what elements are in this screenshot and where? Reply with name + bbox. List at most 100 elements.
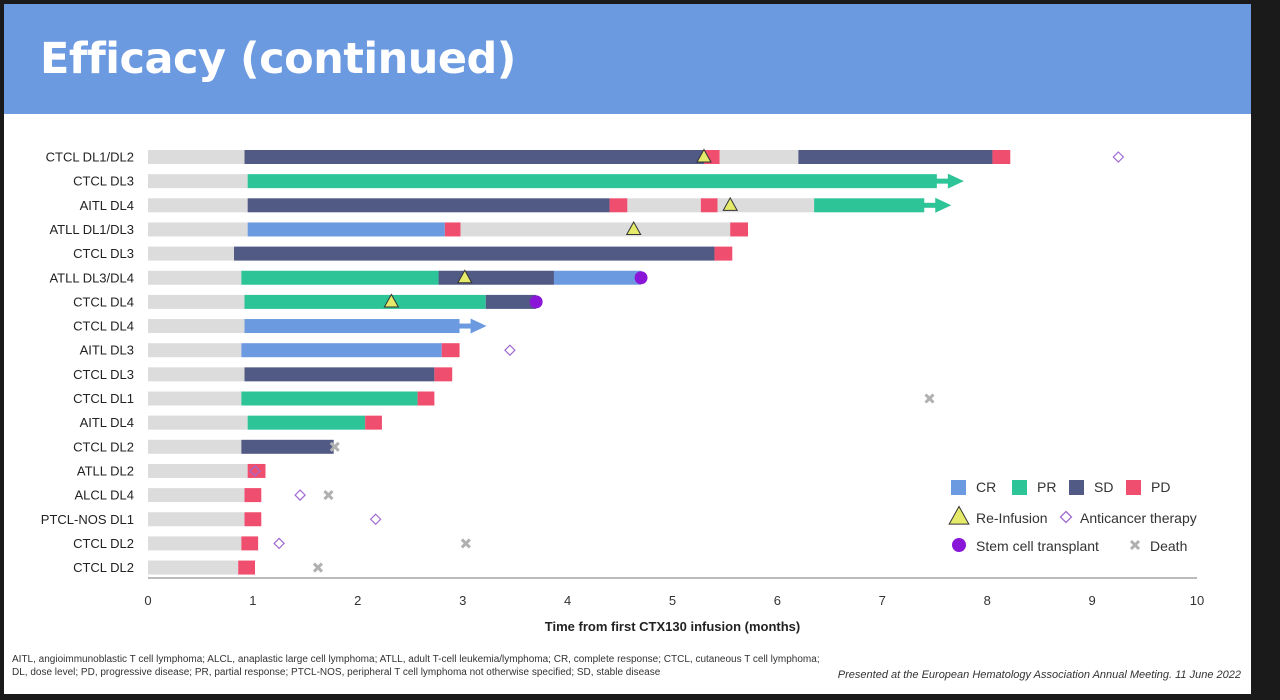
- x-tick-label: 8: [984, 593, 991, 608]
- patient-row: ATLL DL3/DL4: [49, 269, 648, 285]
- baseline-segment: [627, 198, 701, 213]
- slide: Efficacy (continued) CTCL DL1/DL2 CTCL DL…: [4, 4, 1251, 694]
- patient-label: ATLL DL3/DL4: [49, 270, 134, 285]
- patient-row: CTCL DL4: [73, 293, 543, 309]
- pd-segment: [444, 222, 461, 237]
- pd-segment: [700, 198, 718, 213]
- reinfusion-marker: [625, 220, 642, 235]
- pr-segment: [244, 294, 486, 309]
- x-tick-label: 6: [774, 593, 781, 608]
- death-marker: [1129, 539, 1141, 551]
- baseline-segment: [148, 512, 245, 527]
- reinfusion-legend-label: Re-Infusion: [976, 510, 1048, 526]
- pd-segment: [441, 343, 460, 358]
- pd-segment: [238, 560, 255, 575]
- patient-row: CTCL DL2: [73, 439, 340, 454]
- x-tick-label: 9: [1088, 593, 1095, 608]
- patient-row: ATLL DL1/DL3: [49, 220, 749, 237]
- patient-row: CTCL DL3: [73, 367, 453, 382]
- sd-legend-label: SD: [1094, 479, 1113, 495]
- pd-legend-swatch: [1126, 480, 1141, 495]
- reinfusion-marker: [722, 196, 739, 211]
- baseline-segment: [148, 391, 242, 406]
- reinfusion-legend-swatch: [948, 505, 970, 525]
- pd-segment: [714, 246, 733, 261]
- x-axis: 0 1 2 3 4 5 6 7 8 9 10: [144, 577, 1204, 608]
- x-tick-label: 0: [144, 593, 151, 608]
- patient-row: CTCL DL2: [73, 560, 323, 575]
- baseline-segment: [148, 150, 245, 164]
- patient-label: CTCL DL1/DL2: [46, 150, 134, 165]
- patient-label: PTCL-NOS DL1: [41, 512, 134, 527]
- anticancer-therapy-marker: [294, 489, 306, 501]
- patient-row: AITL DL4: [80, 196, 952, 213]
- sd-segment: [244, 150, 704, 164]
- pd-segment: [609, 198, 628, 213]
- pd-legend-label: PD: [1151, 479, 1170, 495]
- x-tick-label: 7: [879, 593, 886, 608]
- patient-label: CTCL DL2: [73, 560, 134, 575]
- patient-row: CTCL DL3: [73, 173, 964, 189]
- x-tick-label: 1: [249, 593, 256, 608]
- baseline-segment: [148, 294, 245, 309]
- pr-segment: [247, 415, 366, 430]
- baseline-segment: [148, 319, 245, 334]
- x-tick-label: 2: [354, 593, 361, 608]
- patient-label: CTCL DL4: [73, 294, 134, 309]
- patient-label: ALCL DL4: [75, 488, 135, 503]
- cr-segment: [241, 343, 442, 358]
- pr-segment: [247, 174, 937, 189]
- ongoing-arrow-shaft: [923, 202, 937, 208]
- patient-label: AITL DL4: [80, 415, 134, 430]
- pr-segment: [241, 270, 439, 285]
- patient-rows: CTCL DL1/DL2 CTCL DL3 AITL DL4 ATLL DL1/DL3…: [41, 148, 1125, 575]
- baseline-segment: [148, 198, 248, 213]
- patient-label: CTCL DL2: [73, 439, 134, 454]
- death-stroke: [1129, 539, 1141, 551]
- baseline-segment: [460, 222, 731, 237]
- death-legend-label: Death: [1150, 538, 1187, 554]
- sd-segment: [438, 270, 554, 285]
- baseline-segment: [717, 198, 815, 213]
- sd-segment: [241, 439, 334, 454]
- reinfusion-marker: [383, 293, 400, 308]
- pd-segment: [434, 367, 453, 382]
- title-bar: Efficacy (continued): [4, 4, 1251, 114]
- death-marker: [924, 393, 935, 404]
- x-tick-label: 10: [1190, 593, 1204, 608]
- pd-segment: [730, 222, 749, 237]
- swimmer-chart: CTCL DL1/DL2 CTCL DL3 AITL DL4 ATLL DL1/DL3…: [41, 148, 1204, 634]
- anticancer-therapy-marker: [1112, 151, 1125, 163]
- sd-segment: [798, 150, 993, 164]
- patient-row: PTCL-NOS DL1: [41, 512, 382, 527]
- death-marker: [460, 538, 471, 549]
- death-stroke: [924, 393, 935, 404]
- pr-segment: [814, 198, 925, 213]
- ongoing-arrow-shaft: [458, 323, 472, 329]
- anticancer-therapy-marker: [504, 344, 516, 357]
- pd-segment: [992, 150, 1011, 164]
- x-axis-title: Time from first CTX130 infusion (months): [545, 619, 800, 634]
- patient-label: AITL DL3: [80, 343, 134, 358]
- death-stroke: [312, 562, 323, 573]
- patient-label: CTCL DL3: [73, 246, 134, 261]
- death-marker: [312, 562, 323, 573]
- cr-segment: [553, 270, 642, 285]
- anticancer-therapy-marker: [273, 537, 285, 550]
- footnote-line-1: AITL, angioimmunoblastic T cell lymphoma…: [12, 654, 820, 665]
- baseline-segment: [148, 536, 242, 551]
- baseline-segment: [148, 439, 242, 454]
- stem-cell-transplant-marker: [529, 295, 543, 309]
- pd-segment: [247, 463, 266, 478]
- footnote-line-2: DL, dose level; PD, progressive disease;…: [12, 667, 661, 678]
- baseline-segment: [148, 270, 242, 285]
- cr-legend-swatch: [951, 480, 966, 495]
- reinfusion-marker: [696, 148, 712, 163]
- reinfusion-marker: [456, 269, 473, 284]
- patient-label: ATLL DL1/DL3: [49, 222, 134, 237]
- patient-row: ATLL DL2: [77, 463, 266, 478]
- sd-segment: [234, 246, 715, 261]
- death-stroke: [460, 538, 471, 549]
- anticancer-legend-swatch: [1059, 510, 1073, 524]
- patient-row: CTCL DL4: [73, 318, 487, 334]
